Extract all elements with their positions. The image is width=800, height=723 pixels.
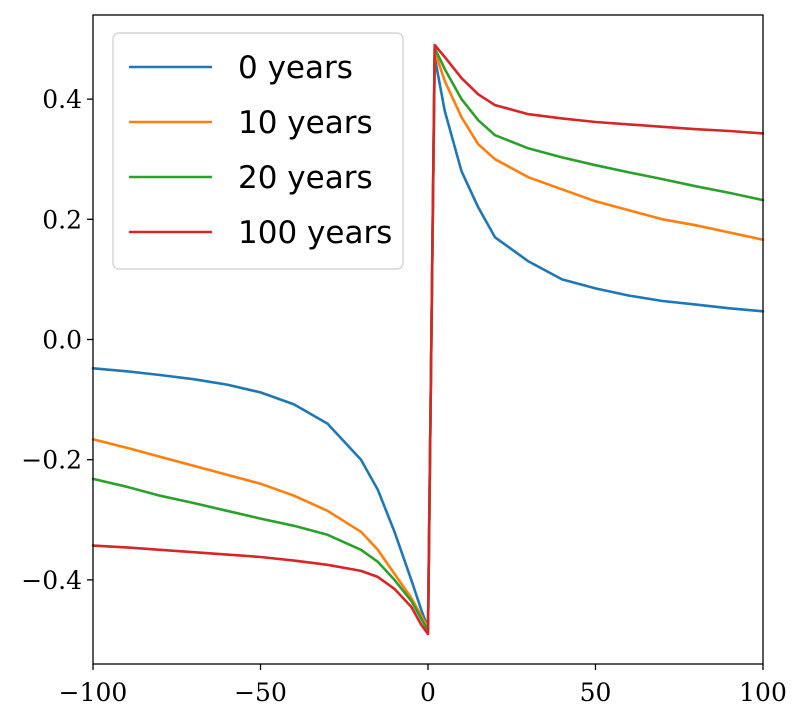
y-tick-label: 0.2	[42, 205, 82, 234]
series-layer	[91, 43, 765, 636]
x-tick-label: 100	[739, 678, 787, 707]
x-tick-label: 50	[580, 678, 612, 707]
legend: 0 years 10 years 20 years 100 years	[112, 32, 404, 270]
y-axis: −0.4 −0.2 0.0 0.2 0.4	[21, 85, 93, 595]
y-tick-label: 0.4	[42, 85, 82, 114]
legend-box	[112, 32, 404, 270]
y-tick-label: −0.2	[21, 446, 82, 475]
x-tick-label: −50	[234, 678, 287, 707]
legend-label-3: 100 years	[238, 215, 392, 251]
legend-label-1: 10 years	[238, 105, 373, 141]
y-tick-label: 0.0	[42, 326, 82, 355]
legend-label-2: 20 years	[238, 160, 373, 196]
series-line-3	[91, 43, 765, 636]
x-tick-label: −100	[59, 678, 128, 707]
x-axis: −100 −50 0 50 100	[59, 664, 787, 707]
legend-label-0: 0 years	[238, 50, 353, 86]
x-tick-label: 0	[420, 678, 436, 707]
y-tick-label: −0.4	[21, 566, 82, 595]
